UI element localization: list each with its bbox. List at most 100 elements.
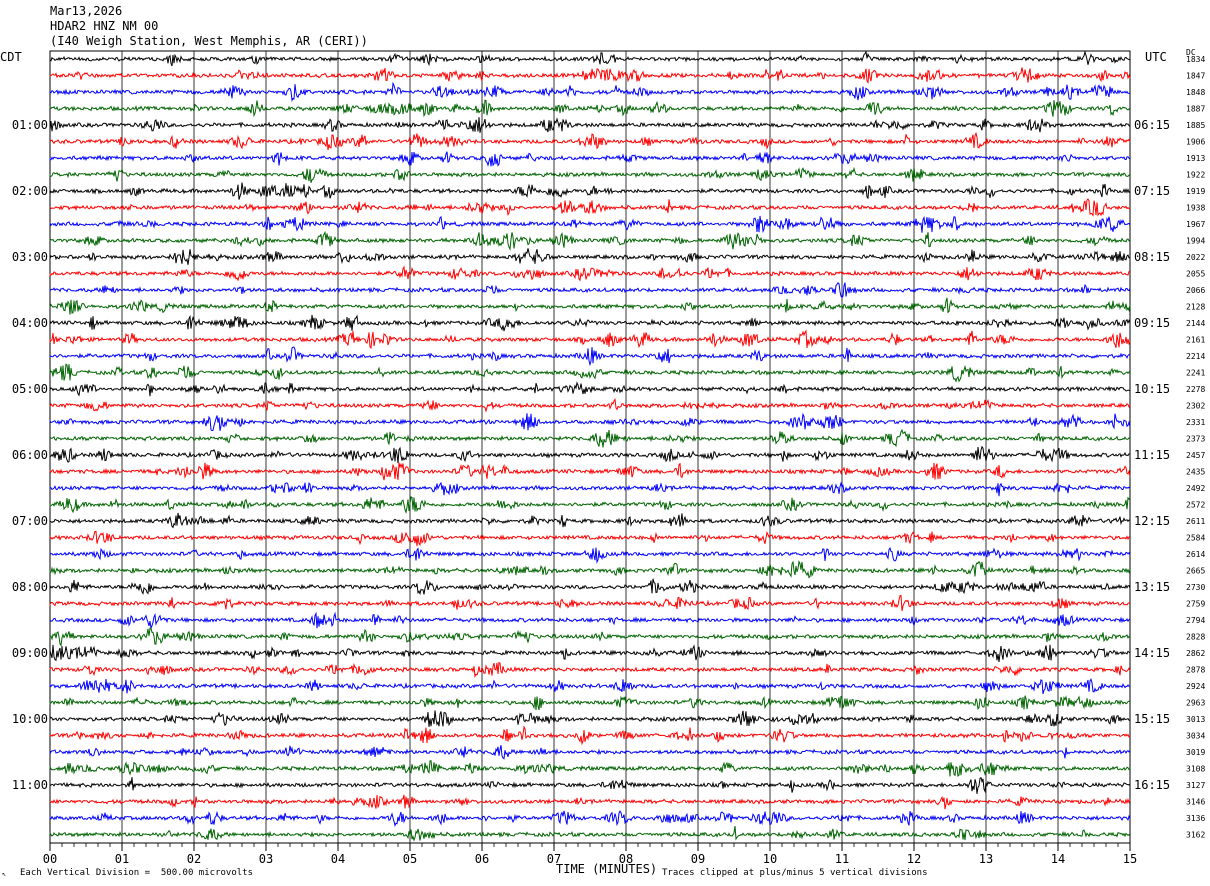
x-tick-label: 04 xyxy=(331,852,345,866)
dc-offset-label: 3019 xyxy=(1186,748,1205,757)
dc-offset-label: 3108 xyxy=(1186,765,1205,774)
plot-frame xyxy=(49,50,1131,844)
seismic-trace xyxy=(49,560,1131,579)
dc-offset-label: 2924 xyxy=(1186,682,1205,691)
seismic-trace xyxy=(49,314,1131,332)
seismic-trace xyxy=(49,117,1131,133)
seismic-trace xyxy=(49,230,1131,251)
seismic-trace xyxy=(49,578,1131,596)
dc-offset-label: 2492 xyxy=(1186,484,1205,493)
header-station: HDAR2 HNZ NM 00 xyxy=(50,19,159,33)
x-tick-label: 14 xyxy=(1051,852,1065,866)
dc-offset-label: 3034 xyxy=(1186,732,1205,741)
x-tick-label: 09 xyxy=(691,852,705,866)
seismic-trace xyxy=(49,182,1131,200)
dc-offset-label: 2457 xyxy=(1186,451,1205,460)
left-hour-label: 05:00 xyxy=(12,382,48,396)
x-tick-label: 10 xyxy=(763,852,777,866)
seismic-trace xyxy=(49,644,1131,662)
dc-label: DC xyxy=(1186,48,1196,57)
x-tick-label: 07 xyxy=(547,852,561,866)
seismic-trace xyxy=(49,346,1131,367)
dc-offset-label: 1848 xyxy=(1186,88,1205,97)
left-hour-label: 04:00 xyxy=(12,316,48,330)
seismic-trace xyxy=(49,131,1131,151)
dc-offset-label: 3013 xyxy=(1186,715,1205,724)
seismic-trace xyxy=(49,166,1131,183)
left-hour-label: 10:00 xyxy=(12,712,48,726)
right-timezone-label: UTC xyxy=(1145,50,1167,64)
dc-offset-label: 2241 xyxy=(1186,369,1205,378)
seismic-trace xyxy=(49,215,1131,234)
seismic-trace xyxy=(49,151,1131,167)
left-hour-label: 11:00 xyxy=(12,778,48,792)
x-tick-label: 05 xyxy=(403,852,417,866)
dc-offset-label: 2878 xyxy=(1186,666,1205,675)
dc-offset-label: 2128 xyxy=(1186,303,1205,312)
dc-offset-label: 2144 xyxy=(1186,319,1205,328)
dc-offset-label: 2161 xyxy=(1186,336,1205,345)
x-tick-label: 08 xyxy=(619,852,633,866)
x-tick-label: 03 xyxy=(259,852,273,866)
seismic-trace xyxy=(49,661,1131,679)
dc-offset-label: 2278 xyxy=(1186,385,1205,394)
right-hour-label: 08:15 xyxy=(1134,250,1170,264)
dc-offset-label: 2665 xyxy=(1186,567,1205,576)
seismic-trace xyxy=(49,695,1131,711)
right-hour-label: 07:15 xyxy=(1134,184,1170,198)
right-hour-label: 16:15 xyxy=(1134,778,1170,792)
seismic-trace xyxy=(49,794,1131,810)
right-hour-label: 09:15 xyxy=(1134,316,1170,330)
seismic-trace xyxy=(49,428,1131,448)
seismic-trace xyxy=(49,99,1131,118)
header-date: Mar13,2026 xyxy=(50,4,123,18)
dc-offset-label: 3136 xyxy=(1186,814,1205,823)
seismic-trace xyxy=(49,381,1131,397)
seismic-trace xyxy=(49,462,1131,481)
seismic-trace xyxy=(49,595,1131,612)
seismic-trace xyxy=(49,530,1131,547)
seismic-trace xyxy=(49,397,1131,413)
left-hour-label: 08:00 xyxy=(12,580,48,594)
x-tick-label: 13 xyxy=(979,852,993,866)
dc-offset-label: 2331 xyxy=(1186,418,1205,427)
dc-offset-label: 2759 xyxy=(1186,600,1205,609)
seismic-trace xyxy=(49,297,1131,315)
seismic-trace xyxy=(49,546,1131,564)
right-hour-label: 12:15 xyxy=(1134,514,1170,528)
clip-note: Traces clipped at plus/minus 5 vertical … xyxy=(662,868,928,878)
seismic-trace xyxy=(49,67,1131,84)
dc-offset-label: 2862 xyxy=(1186,649,1205,658)
seismic-trace xyxy=(49,745,1131,760)
seismic-trace xyxy=(49,776,1131,794)
seismic-trace xyxy=(49,81,1131,102)
dc-offset-label: 1994 xyxy=(1186,237,1205,246)
seismic-trace xyxy=(49,725,1131,746)
dc-offset-label: 2794 xyxy=(1186,616,1205,625)
x-tick-label: 00 xyxy=(43,852,57,866)
corner-icon: ↖ xyxy=(2,870,7,878)
dc-offset-label: 2302 xyxy=(1186,402,1205,411)
dc-offset-label: 2373 xyxy=(1186,435,1205,444)
dc-offset-label: 1967 xyxy=(1186,220,1205,229)
right-hour-label: 14:15 xyxy=(1134,646,1170,660)
left-hour-label: 01:00 xyxy=(12,118,48,132)
dc-offset-label: 2572 xyxy=(1186,501,1205,510)
dc-offset-label: 1913 xyxy=(1186,154,1205,163)
dc-offset-label: 3127 xyxy=(1186,781,1205,790)
dc-offset-label: 2828 xyxy=(1186,633,1205,642)
x-tick-label: 15 xyxy=(1123,852,1137,866)
seismic-trace xyxy=(49,445,1131,463)
left-hour-label: 06:00 xyxy=(12,448,48,462)
seismic-trace xyxy=(49,627,1131,647)
x-tick-label: 02 xyxy=(187,852,201,866)
x-axis-title: TIME (MINUTES) xyxy=(556,862,658,876)
seismic-trace xyxy=(49,710,1131,727)
seismic-trace xyxy=(49,248,1130,265)
x-tick-label: 12 xyxy=(907,852,921,866)
dc-offset-label: 1906 xyxy=(1186,138,1205,147)
left-timezone-label: CDT xyxy=(0,50,22,64)
left-hour-label: 09:00 xyxy=(12,646,48,660)
right-hour-label: 10:15 xyxy=(1134,382,1170,396)
